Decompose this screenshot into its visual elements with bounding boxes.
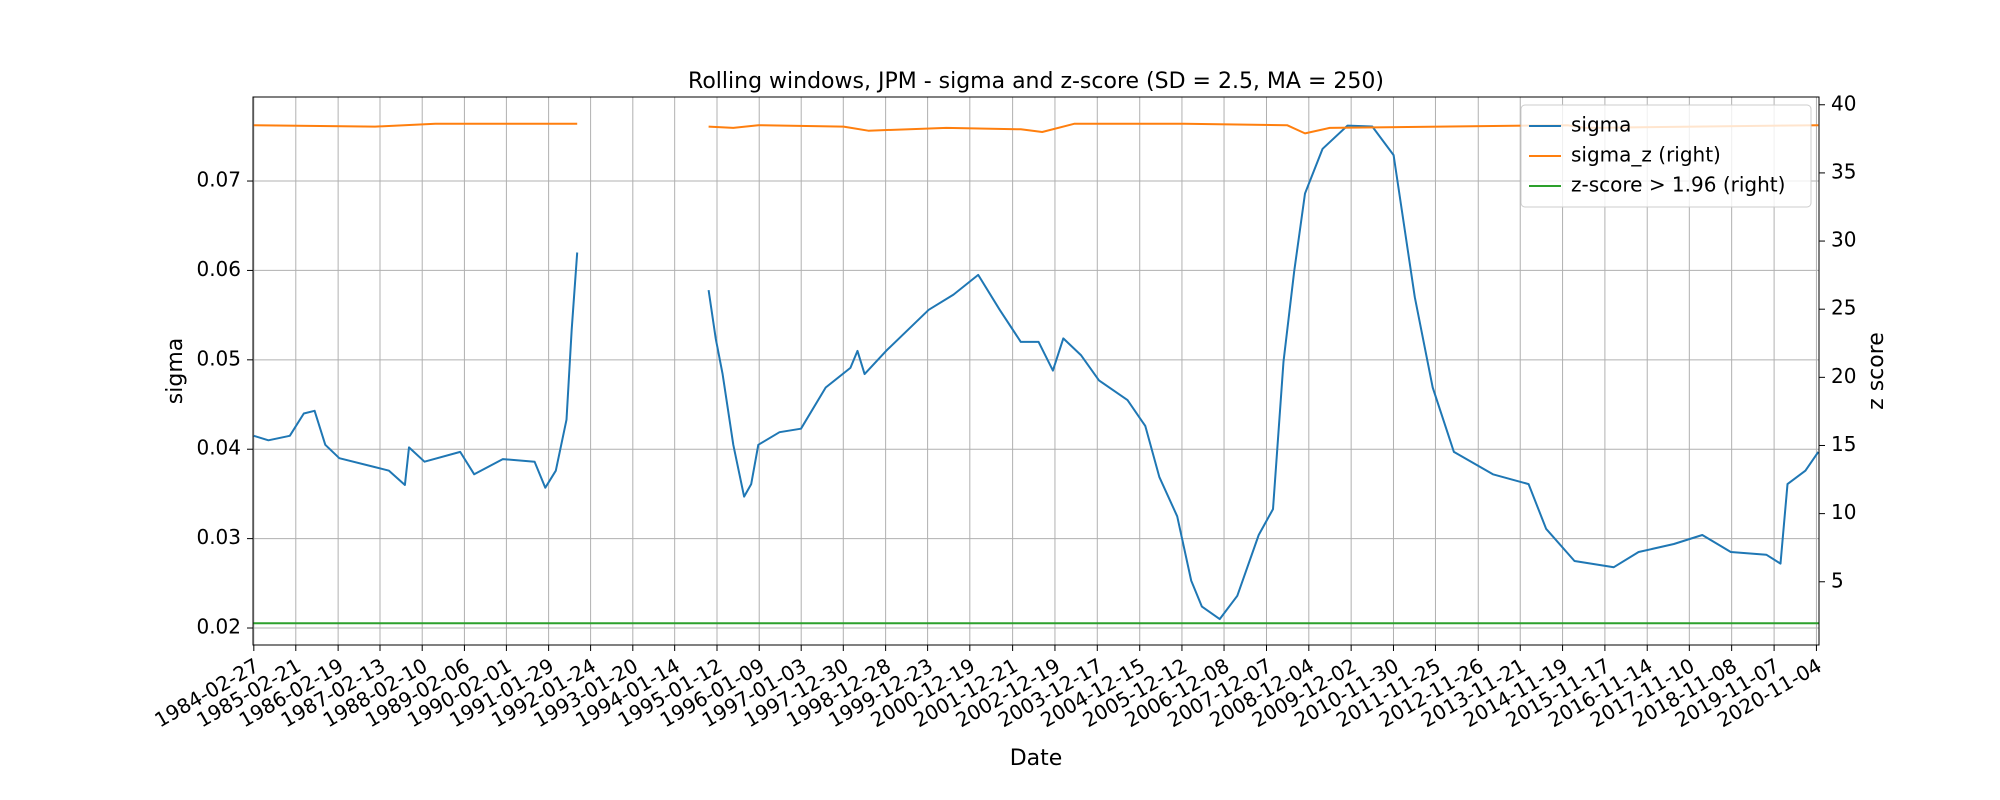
series-line [253,124,1820,621]
legend-label: sigma_z (right) [1571,143,1721,167]
series-line [253,122,1819,135]
legend: sigma sigma_z (right) z-score > 1.96 (righ… [1520,104,1812,208]
y2-tick-label: 40 [1831,91,1856,115]
y2-tick-label: 25 [1831,296,1856,320]
legend-box [1520,104,1812,208]
y2-tick-label: 5 [1831,568,1844,592]
y2-axis-label: z score [1864,332,1889,410]
y2-tick-label: 15 [1831,432,1856,456]
plot-frame [252,96,1820,646]
y-axis-label: sigma [163,338,188,404]
y2-tick-label: 35 [1831,159,1856,183]
legend-label: sigma [1571,113,1631,137]
y-tick-label: 0.04 [196,436,241,460]
y-tick-label: 0.03 [196,525,241,549]
y-tick-label: 0.06 [196,257,241,281]
y2-tick-label: 20 [1831,364,1856,388]
y-tick-label: 0.07 [196,168,241,192]
x-axis-label: Date [1010,746,1063,771]
chart-title: Rolling windows, JPM - sigma and z-score… [688,69,1384,94]
y2-tick-label: 30 [1831,228,1856,252]
y-tick-label: 0.02 [196,615,241,639]
y-tick-label: 0.05 [196,346,241,370]
legend-label: z-score > 1.96 (right) [1571,173,1785,197]
y2-tick-label: 10 [1831,500,1856,524]
